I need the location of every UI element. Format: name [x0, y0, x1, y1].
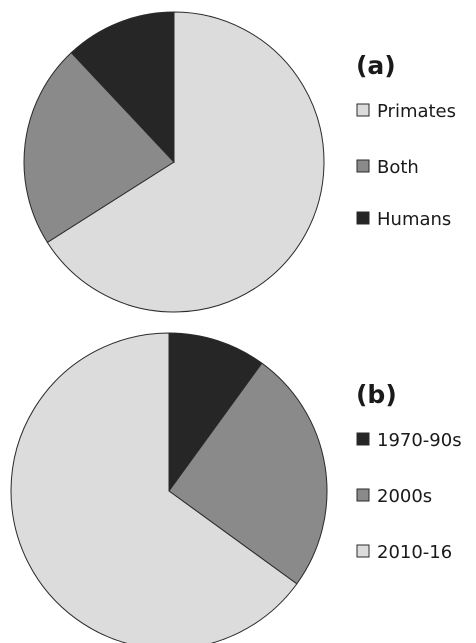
legend-label-b-2: 2010-16	[377, 542, 452, 563]
legend-swatch-b-2	[356, 544, 370, 558]
legend-label-b-1: 2000s	[377, 486, 432, 507]
pie-chart-b: (b) 1970-90s 2000s 2010-16	[10, 332, 462, 643]
pie-b-slices	[10, 332, 328, 643]
pie-a-slices	[23, 11, 325, 313]
legend-swatch-a-2	[356, 211, 370, 225]
pie-slice-b-2010-16	[10, 332, 298, 643]
panel-label-b: (b)	[356, 380, 397, 409]
pie-slice-b-1970-90s	[168, 332, 263, 493]
legend-a: Primates Both Humans	[356, 101, 456, 230]
legend-swatch-a-0	[356, 103, 370, 117]
legend-label-b-0: 1970-90s	[377, 430, 462, 451]
pie-slice-a-humans	[70, 11, 175, 164]
legend-swatch-b-0	[356, 432, 370, 446]
pie-chart-a: (a) Primates Both Humans	[23, 11, 456, 313]
pie-slice-a-both	[23, 51, 175, 244]
pie-slice-a-primates	[46, 11, 325, 313]
panel-label-a: (a)	[356, 51, 396, 80]
legend-swatch-a-1	[356, 159, 370, 173]
legend-b: 1970-90s 2000s 2010-16	[356, 430, 462, 563]
legend-label-a-0: Primates	[377, 101, 456, 122]
legend-swatch-b-1	[356, 488, 370, 502]
legend-label-a-2: Humans	[377, 209, 451, 230]
pie-slice-b-2000s	[168, 362, 328, 585]
legend-label-a-1: Both	[377, 157, 419, 178]
